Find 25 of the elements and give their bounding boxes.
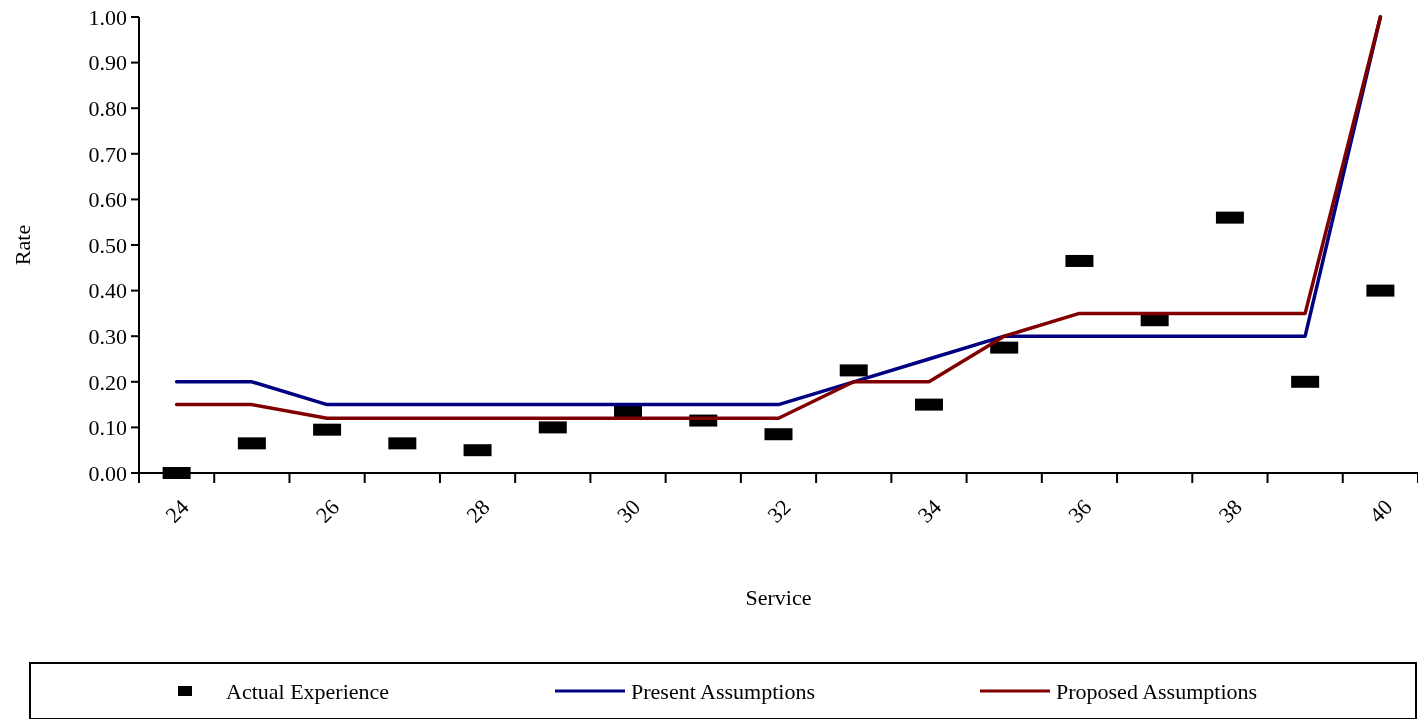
x-tick-label: 30 [611,494,646,528]
y-tick-label: 0.70 [88,141,127,167]
y-tick-label: 0.90 [88,50,127,76]
x-tick-label: 36 [1063,494,1097,528]
y-tick-label: 0.40 [88,278,127,304]
x-axis-title: Service [745,585,812,610]
legend-label: Proposed Assumptions [1056,678,1258,704]
y-tick-label: 0.00 [88,460,127,486]
x-tick-label: 40 [1364,494,1398,528]
y-tick-label: 0.50 [88,232,127,258]
x-tick-label: 38 [1213,494,1247,528]
x-tick-label: 34 [912,494,946,528]
y-axis-title: Rate [10,224,35,266]
x-tick-label: 28 [461,494,495,528]
x-tick-label: 32 [762,494,796,528]
y-tick-label: 0.10 [88,415,127,441]
legend-label: Actual Experience [226,678,390,704]
legend-label: Present Assumptions [631,678,815,704]
y-tick-label: 0.80 [88,95,127,121]
x-tick-label: 26 [310,494,345,528]
y-tick-label: 0.60 [88,187,127,213]
x-tick-label: 24 [160,494,194,528]
y-tick-label: 1.00 [88,4,127,30]
y-tick-label: 0.30 [88,323,127,349]
y-tick-label: 0.20 [88,369,127,395]
